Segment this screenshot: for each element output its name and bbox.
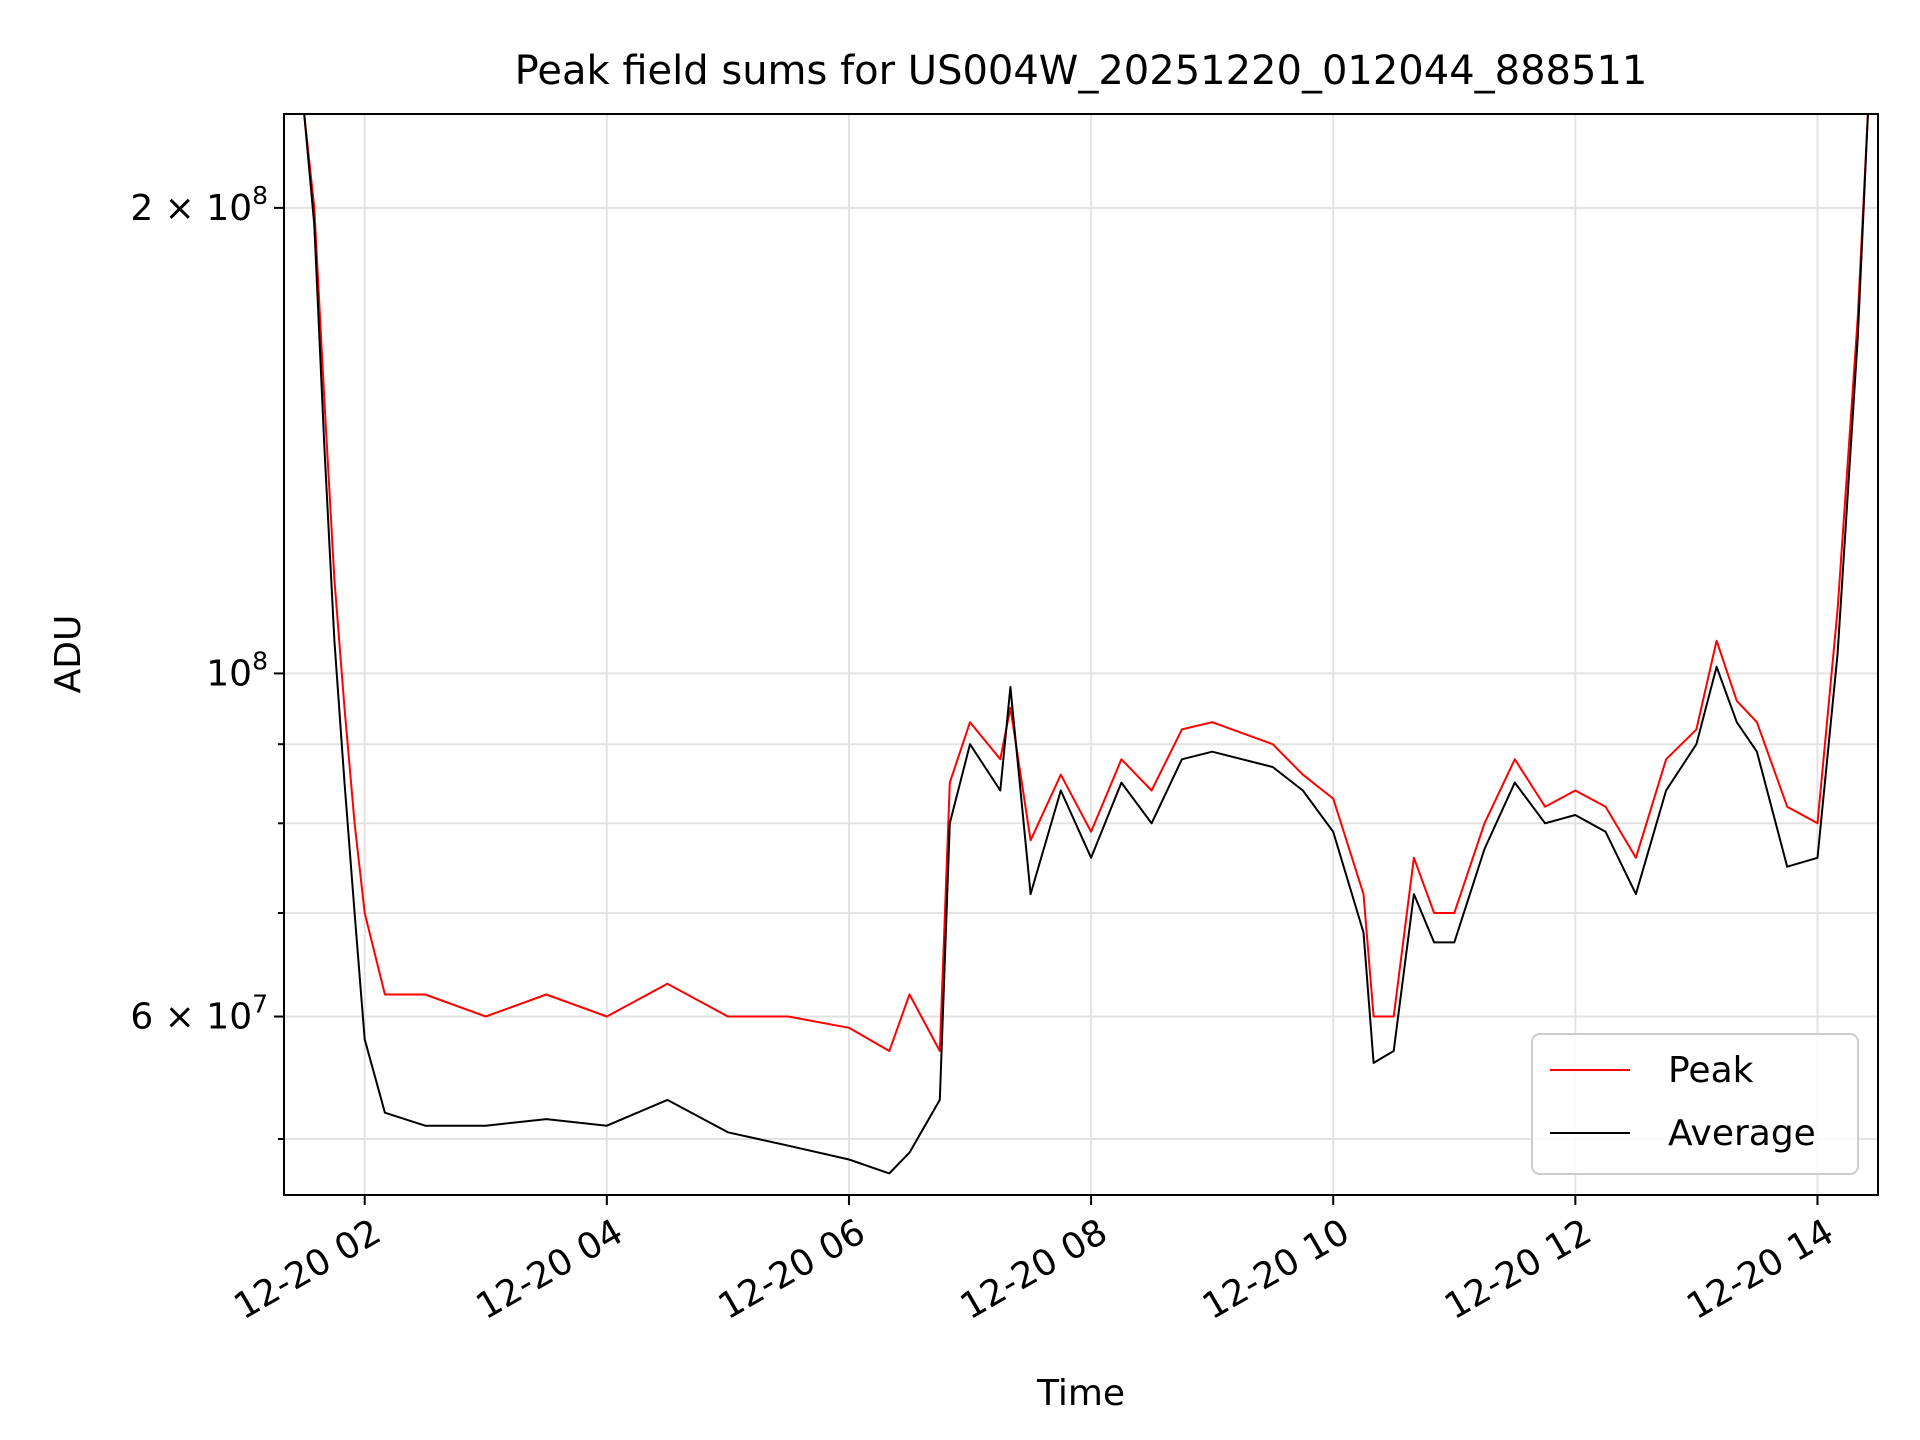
legend-label-average: Average (1668, 1113, 1816, 1154)
y-tick-label-base: 10 (206, 653, 252, 694)
series-layer (284, 113, 1869, 1175)
y-tick-label: 6 × 107 (130, 990, 268, 1038)
chart-title: Peak field sums for US004W_20251220_0120… (515, 48, 1648, 94)
legend-label-peak: Peak (1668, 1050, 1754, 1091)
y-tick-label: 108 (206, 646, 268, 694)
grid-lines (284, 114, 1878, 1195)
y-axis-label: ADU (48, 615, 89, 694)
y-tick-label: 2 × 108 (130, 181, 268, 229)
y-tick-label-exponent: 8 (252, 646, 268, 675)
x-axis-label: Time (1036, 1373, 1125, 1414)
y-tick-label-base: 6 × 10 (130, 997, 252, 1038)
plot-frame (283, 113, 1879, 1196)
legend: Peak Average (1531, 1033, 1859, 1175)
series-line-peak (284, 113, 1869, 1052)
y-tick-label-base: 2 × 10 (130, 188, 252, 229)
y-tick-label-exponent: 8 (252, 181, 268, 210)
y-tick-label-exponent: 7 (252, 990, 268, 1019)
series-line-average (284, 113, 1869, 1175)
